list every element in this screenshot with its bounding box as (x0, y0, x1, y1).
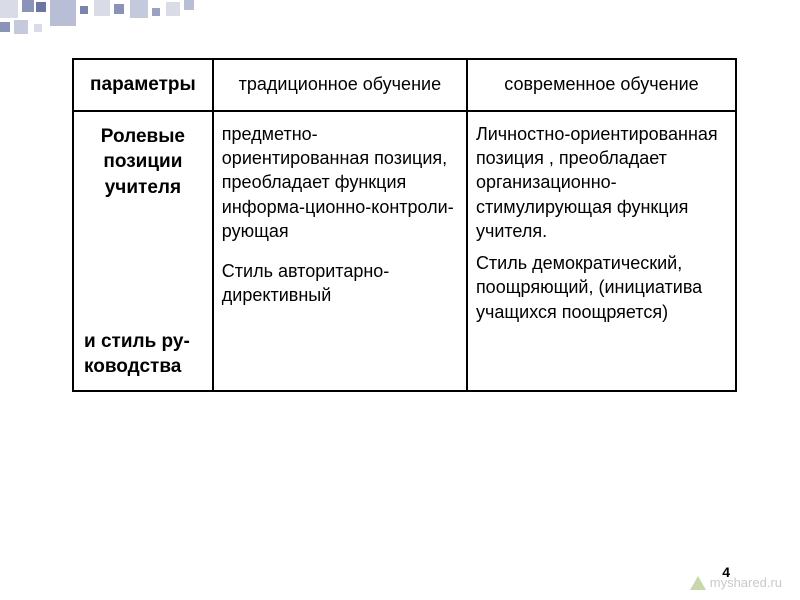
decoration-square (114, 4, 124, 14)
modern-para1: Личностно-ориентированная позиция , прео… (476, 122, 727, 243)
decoration-square (34, 24, 42, 32)
decoration-square (22, 0, 34, 12)
decoration-square (0, 0, 18, 18)
decoration-square (152, 8, 160, 16)
decoration-square (14, 20, 28, 34)
cell-modern: Личностно-ориентированная позиция , прео… (467, 111, 736, 391)
cell-traditional: предметно-ориентированная позиция, преоб… (213, 111, 467, 391)
header-modern: современное обучение (467, 59, 736, 111)
parameter-line2: и стиль ру-ководства (82, 329, 204, 380)
watermark-icon (690, 576, 706, 590)
comparison-table: параметры традиционное обучение современ… (72, 58, 737, 392)
decoration-square (130, 0, 148, 18)
decoration-square (50, 0, 76, 26)
header-traditional: традиционное обучение (213, 59, 467, 111)
watermark: myshared.ru (690, 575, 782, 590)
header-parameters: параметры (73, 59, 213, 111)
traditional-para2: Стиль авторитарно-директивный (222, 259, 458, 308)
cell-parameter: Ролевые позиции учителя и стиль ру-ковод… (73, 111, 213, 391)
traditional-para1: предметно-ориентированная позиция, преоб… (222, 122, 458, 243)
decoration-square (36, 2, 46, 12)
watermark-text: myshared.ru (710, 575, 782, 590)
decoration-square (0, 22, 10, 32)
table-row: Ролевые позиции учителя и стиль ру-ковод… (73, 111, 736, 391)
decoration-square (80, 6, 88, 14)
decoration-square (94, 0, 110, 16)
parameter-line1: Ролевые позиции учителя (82, 124, 204, 201)
decoration-square (166, 2, 180, 16)
corner-decoration (0, 0, 240, 40)
modern-para2: Стиль демократический, поощряющий, (иниц… (476, 251, 727, 324)
decoration-square (184, 0, 194, 10)
